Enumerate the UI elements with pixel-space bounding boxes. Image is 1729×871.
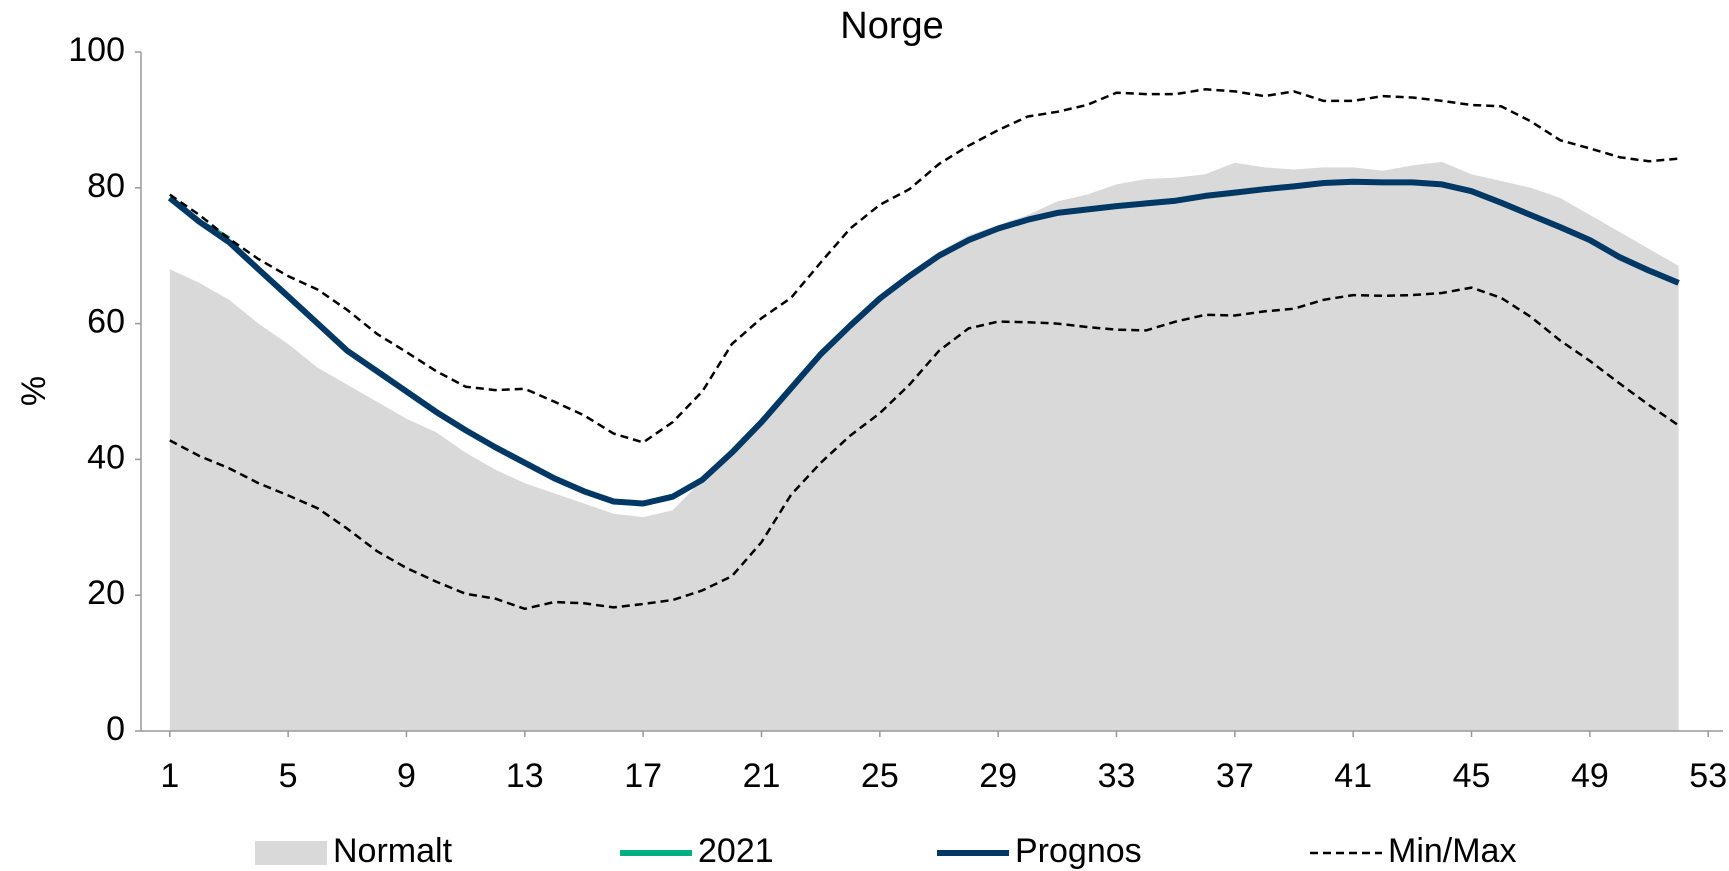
line <box>169 286 1680 611</box>
x-tick-label: 13 <box>506 757 544 795</box>
line <box>169 88 1679 444</box>
x-tick-label: 37 <box>1216 757 1254 795</box>
x-tick-label: 5 <box>279 757 298 795</box>
x-tick-label: 29 <box>979 757 1017 795</box>
x-tick-label: 25 <box>861 757 899 795</box>
line <box>167 178 1680 507</box>
y-tick-label: 20 <box>87 574 125 612</box>
x-tick-label: 41 <box>1334 757 1372 795</box>
legend-label: 2021 <box>698 832 774 870</box>
y-tick-label: 40 <box>87 438 125 476</box>
y-tick-label: 80 <box>87 167 125 205</box>
x-tick-label: 1 <box>160 757 179 795</box>
y-axis-label: % <box>15 376 53 406</box>
chart-title: Norge <box>840 5 944 47</box>
legend-label: Min/Max <box>1388 832 1516 870</box>
x-tick-label: 53 <box>1689 757 1727 795</box>
x-tick-label: 49 <box>1571 757 1609 795</box>
area <box>169 162 1679 731</box>
y-tick-label: 60 <box>87 303 125 341</box>
legend-label: Prognos <box>1015 832 1142 870</box>
y-tick-label: 0 <box>106 710 125 748</box>
x-tick-label: 17 <box>624 757 662 795</box>
x-tick-label: 9 <box>397 757 416 795</box>
y-tick-label: 100 <box>68 31 125 69</box>
legend-label: Normalt <box>333 832 453 870</box>
x-tick-label: 45 <box>1453 757 1491 795</box>
x-tick-label: 33 <box>1098 757 1136 795</box>
legend-swatch <box>255 841 327 865</box>
x-tick-label: 21 <box>743 757 781 795</box>
